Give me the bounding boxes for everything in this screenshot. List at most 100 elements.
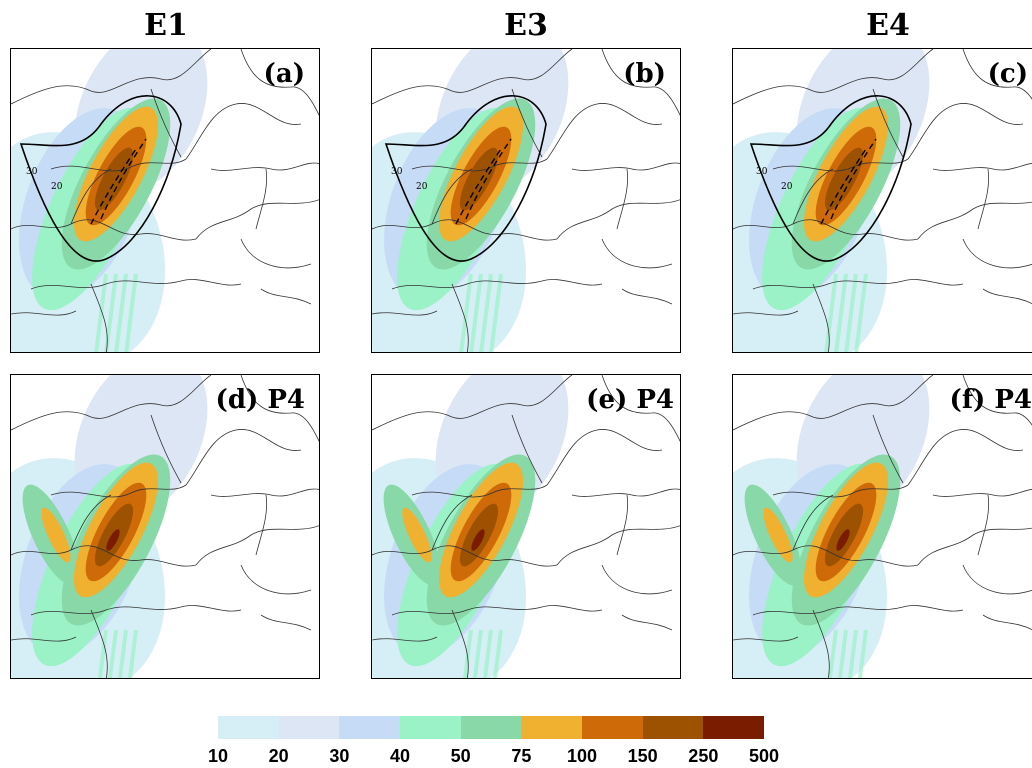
colorbar-tick-label: 50 — [450, 746, 471, 766]
country-border — [372, 310, 438, 316]
colorbar-swatch — [460, 716, 522, 739]
column-title-e3: E3 — [504, 8, 548, 43]
precip-band-150 — [94, 147, 134, 211]
precip-streak — [479, 273, 493, 352]
country-border — [616, 168, 629, 230]
precip-streak — [107, 629, 118, 678]
colorbar-tick-label: 40 — [389, 746, 411, 766]
map-panel-e-graphic — [372, 375, 680, 678]
colorbar-tick-label: 10 — [207, 746, 229, 766]
colorbar-tick-label: 150 — [627, 746, 658, 766]
country-border — [733, 310, 799, 316]
precip-streak — [469, 273, 483, 352]
colorbar-swatch — [642, 716, 704, 739]
precip-streak — [847, 629, 858, 678]
country-border — [50, 484, 187, 498]
country-border — [962, 564, 1032, 595]
country-border — [185, 429, 302, 486]
contour-label: 20 — [416, 182, 428, 192]
country-border — [982, 288, 1032, 305]
country-border — [982, 614, 1032, 631]
country-border — [255, 168, 268, 230]
country-border — [240, 564, 312, 595]
precip-streak — [854, 273, 868, 352]
country-border — [372, 636, 438, 642]
precip-streak — [459, 273, 473, 352]
precip-streak — [97, 629, 108, 678]
country-border — [30, 605, 242, 616]
country-border — [792, 494, 834, 551]
precip-streak — [844, 273, 858, 352]
colorbar-swatch — [400, 716, 461, 739]
precip-streak — [94, 273, 108, 352]
country-border — [240, 238, 312, 269]
country-border — [70, 494, 112, 551]
colorbar-swatch — [521, 716, 583, 739]
colorbar-swatch — [703, 716, 765, 739]
country-border — [185, 103, 302, 160]
country-border — [255, 494, 268, 556]
contour-20 — [384, 95, 547, 262]
country-border — [260, 288, 312, 305]
contour-dashed — [455, 148, 502, 225]
country-border — [556, 525, 680, 566]
precip-band-75 — [402, 507, 432, 563]
country-border — [372, 545, 558, 567]
country-border — [372, 49, 573, 105]
colorbar-tick-label: 250 — [688, 746, 719, 766]
precip-streak — [117, 629, 128, 678]
country-border — [30, 279, 242, 290]
country-border — [917, 527, 1032, 566]
country-border — [431, 494, 473, 551]
country-border — [977, 168, 990, 230]
country-border — [240, 49, 319, 116]
country-border — [733, 636, 799, 642]
country-border — [872, 414, 904, 484]
contour-dashed — [90, 148, 137, 225]
map-panel-d-graphic — [11, 375, 319, 678]
precip-streak — [462, 629, 473, 678]
contour-dashed — [820, 148, 867, 225]
country-border — [70, 168, 112, 225]
precip-band-250 — [106, 529, 120, 551]
panel-label-c: (c) — [987, 59, 1028, 89]
country-border — [907, 103, 1024, 160]
country-border — [872, 88, 904, 158]
precip-streak — [114, 273, 128, 352]
colorbar-swatch — [278, 716, 340, 739]
country-border — [556, 199, 680, 240]
country-border — [391, 279, 603, 290]
country-border — [240, 375, 319, 442]
contour-label: 20 — [51, 182, 63, 192]
country-border — [962, 238, 1032, 269]
contour-dashed — [465, 138, 512, 220]
colorbar-swatch — [218, 716, 279, 739]
map-panel-d: (d) P4 — [10, 374, 320, 679]
country-border — [260, 614, 312, 631]
country-border — [546, 103, 663, 160]
country-border — [621, 614, 673, 631]
contour-label: 30 — [756, 167, 768, 177]
country-border — [11, 375, 212, 431]
country-border — [616, 494, 629, 556]
country-border — [90, 609, 108, 678]
map-panel-e: (e) P4 — [371, 374, 681, 679]
precip-band-75 — [41, 507, 71, 563]
country-border — [962, 49, 1032, 100]
contour-label: 30 — [26, 167, 38, 177]
colorbar-tick-label: 30 — [329, 746, 350, 766]
map-panel-f-graphic — [733, 375, 1032, 678]
country-border — [601, 375, 680, 442]
precip-band-150 — [824, 147, 864, 211]
precip-band-75 — [763, 507, 793, 563]
country-border — [210, 162, 319, 171]
country-border — [195, 525, 319, 566]
precip-band-250 — [836, 529, 850, 551]
precip-streak — [472, 629, 483, 678]
colorbar-swatch — [339, 716, 401, 739]
contour-dashed — [830, 138, 877, 220]
map-panel-a: 20 30 (a) — [10, 48, 320, 353]
